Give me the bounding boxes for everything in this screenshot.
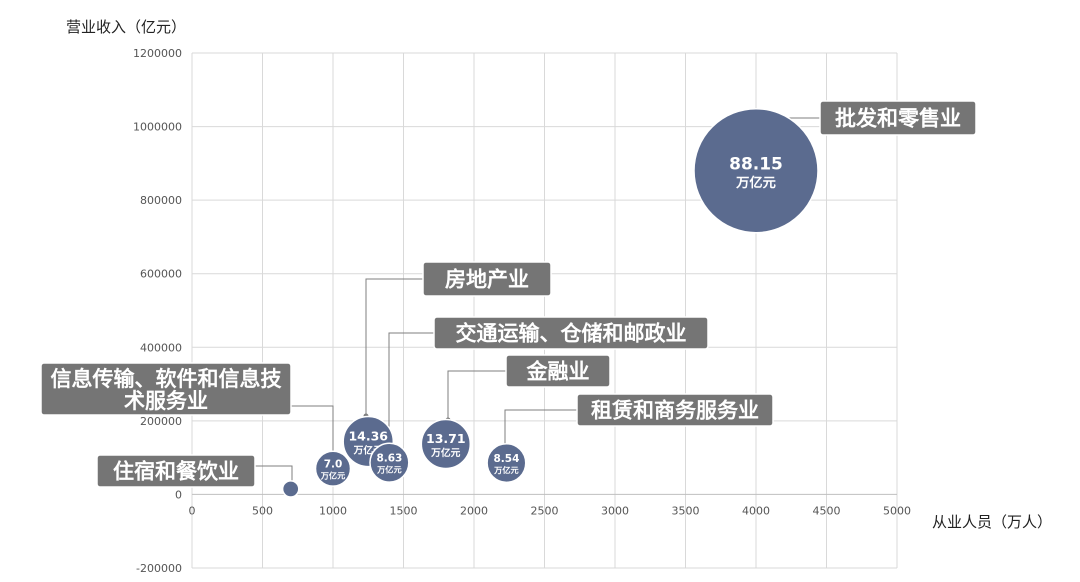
x-tick-label: 2500 [531,504,559,517]
category-label: 房地产业 [445,268,529,292]
y-tick-label: 0 [175,488,182,501]
x-tick-label: 4000 [742,504,770,517]
bubble-unit-label: 万亿元 [493,465,519,475]
bubble-value-label: 8.54 [493,453,519,465]
y-axis-title: 营业收入（亿元） [66,18,186,36]
x-tick-label: 3500 [672,504,700,517]
x-axis-title: 从业人员（万人） [932,513,1052,531]
bubble [314,450,352,487]
x-tick-label: 3000 [601,504,629,517]
category-label-box [433,316,709,350]
x-tick-label: 2000 [460,504,488,517]
category-label-box [576,393,774,427]
y-axis-ticks: -200000 0 200000 400000 600000 800000 1000000 1… [133,47,182,575]
bubble-unit-label: 万亿元 [430,446,460,459]
y-tick-label: 200000 [140,415,182,428]
x-tick-label: 1500 [390,504,418,517]
category-label-box [819,100,977,136]
y-tick-label: 1200000 [133,47,182,60]
category-label-box [422,261,552,297]
y-tick-label: -200000 [136,562,182,575]
bubble-value-label: 13.71 [426,431,466,446]
bubble-value-label: 14.36 [348,429,388,444]
bubble-value-label: 88.15 [729,155,783,175]
bubble-value-label: 8.63 [376,453,402,465]
category-label: 住宿和餐饮业 [113,460,239,484]
bubble [369,442,410,483]
bubble [281,480,300,498]
category-label: 金融业 [526,360,590,384]
category-label: 信息传输、软件和信息技术服务业 [51,367,283,413]
leader-line [447,370,506,420]
leader-line [365,278,425,416]
y-tick-label: 400000 [140,341,182,354]
leader-line [291,405,334,455]
x-tick-label: 1000 [319,504,347,517]
bubble-unit-label: 万亿元 [320,471,346,481]
x-tick-label: 0 [189,504,196,517]
bubble [420,418,472,470]
x-tick-label: 5000 [883,504,911,517]
bubble-unit-label: 万亿元 [735,174,776,191]
x-axis-ticks: 0 500 1000 1500 2000 2500 3000 3500 4000 4500 5000 [189,504,912,517]
bubble-value-label: 7.0 [324,459,343,471]
category-label-box [40,362,292,416]
x-tick-label: 4500 [813,504,841,517]
y-tick-label: 600000 [140,268,182,281]
category-label: 批发和零售业 [835,107,961,131]
grid [191,52,898,569]
leader-line [388,332,434,446]
bubble-unit-label: 万亿元 [376,465,402,475]
x-tick-label: 500 [252,504,273,517]
category-label-box [96,454,256,488]
bubble [693,107,819,234]
bubble [486,442,527,484]
category-label-box [505,354,611,388]
leader-line [504,409,577,446]
y-tick-label: 1000000 [133,121,182,134]
category-label: 交通运输、仓储和邮政业 [456,322,687,346]
category-label: 租赁和商务服务业 [591,399,759,423]
y-tick-label: 800000 [140,194,182,207]
